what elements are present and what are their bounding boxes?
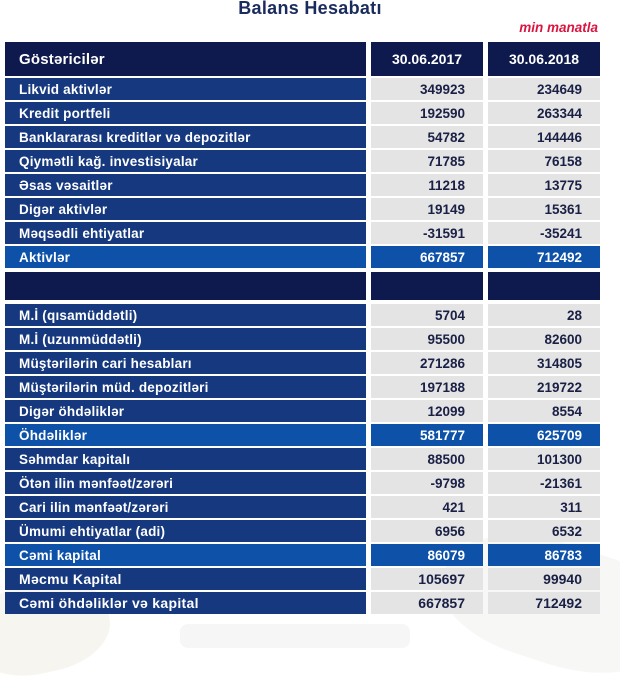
table-row: Likvid aktivlər 349923 234649 [5, 78, 600, 100]
row-value-2017: 86079 [371, 544, 483, 566]
row-label: Aktivlər [5, 246, 366, 268]
row-value-2017: 271286 [371, 352, 483, 374]
table-body: Likvid aktivlər 349923 234649 Kredit portfe… [5, 78, 600, 614]
row-value-2018: 311 [488, 496, 600, 518]
row-value-2017: 54782 [371, 126, 483, 148]
table-row: Banklararası kreditlər və depozitlər 5478… [5, 126, 600, 148]
table-row: M.İ (qısamüddətli) 5704 28 [5, 304, 600, 326]
row-value-2018: 101300 [488, 448, 600, 470]
row-label: Ötən ilin mənfəət/zərəri [5, 472, 366, 494]
row-label: Digər aktivlər [5, 198, 366, 220]
table-header-row: Göstəricilər 30.06.2017 30.06.2018 [5, 42, 600, 76]
row-value-2018: 712492 [488, 592, 600, 614]
row-label: Banklararası kreditlər və depozitlər [5, 126, 366, 148]
table-row: Cəmi kapital 86079 86783 [5, 544, 600, 566]
table-row: Cari ilin mənfəət/zərəri 421 311 [5, 496, 600, 518]
row-value-2017: 5704 [371, 304, 483, 326]
header-date-2018: 30.06.2018 [488, 42, 600, 76]
row-value-2017: 197188 [371, 376, 483, 398]
row-value-2017: 105697 [371, 568, 483, 590]
row-value-2017: 95500 [371, 328, 483, 350]
table-row: Digər aktivlər 19149 15361 [5, 198, 600, 220]
row-label: Məqsədli ehtiyatlar [5, 222, 366, 244]
row-value-2017: 88500 [371, 448, 483, 470]
row-value-2017: 667857 [371, 246, 483, 268]
row-value-2017: 421 [371, 496, 483, 518]
row-value-2018: 144446 [488, 126, 600, 148]
row-value-2017: 12099 [371, 400, 483, 422]
table-row: M.İ (uzunmüddətli) 95500 82600 [5, 328, 600, 350]
table-row: Müştərilərin cari hesabları 271286 314805 [5, 352, 600, 374]
row-value-2018: 8554 [488, 400, 600, 422]
row-value-2017: 71785 [371, 150, 483, 172]
row-label: Cari ilin mənfəət/zərəri [5, 496, 366, 518]
row-value-2017: 6956 [371, 520, 483, 542]
row-value-2018: 263344 [488, 102, 600, 124]
table-row: Ötən ilin mənfəət/zərəri -9798 -21361 [5, 472, 600, 494]
row-value-2018: 234649 [488, 78, 600, 100]
row-label: M.İ (qısamüddətli) [5, 304, 366, 326]
separator-row [5, 272, 600, 300]
row-value-2018: 99940 [488, 568, 600, 590]
row-label [5, 272, 366, 300]
table-row: Cəmi öhdəliklər və kapital 667857 712492 [5, 592, 600, 614]
row-value-2018: 6532 [488, 520, 600, 542]
row-value-2018: 28 [488, 304, 600, 326]
row-value-2017: -9798 [371, 472, 483, 494]
row-label: Likvid aktivlər [5, 78, 366, 100]
row-label: Məcmu Kapital [5, 568, 366, 590]
row-label: Öhdəliklər [5, 424, 366, 446]
row-value-2017 [371, 272, 483, 300]
table-row: Müştərilərin müd. depozitləri 197188 21972… [5, 376, 600, 398]
row-label: Cəmi kapital [5, 544, 366, 566]
row-label: Əsas vəsaitlər [5, 174, 366, 196]
header-date-2017: 30.06.2017 [371, 42, 483, 76]
table-row: Məcmu Kapital 105697 99940 [5, 568, 600, 590]
row-value-2018: 219722 [488, 376, 600, 398]
row-label: Qiymətli kağ. investisiyalar [5, 150, 366, 172]
row-value-2017: 19149 [371, 198, 483, 220]
row-label: Səhmdar kapitalı [5, 448, 366, 470]
row-value-2018: 712492 [488, 246, 600, 268]
table-row: Aktivlər 667857 712492 [5, 246, 600, 268]
row-value-2018: -35241 [488, 222, 600, 244]
row-value-2018 [488, 272, 600, 300]
table-row: Öhdəliklər 581777 625709 [5, 424, 600, 446]
row-value-2017: 667857 [371, 592, 483, 614]
row-label: Cəmi öhdəliklər və kapital [5, 592, 366, 614]
row-label: Müştərilərin müd. depozitləri [5, 376, 366, 398]
row-value-2018: 13775 [488, 174, 600, 196]
row-label: Digər öhdəliklər [5, 400, 366, 422]
row-label: Kredit portfeli [5, 102, 366, 124]
table-row: Kredit portfeli 192590 263344 [5, 102, 600, 124]
row-value-2017: 349923 [371, 78, 483, 100]
row-value-2018: 76158 [488, 150, 600, 172]
table-row: Ümumi ehtiyatlar (adi) 6956 6532 [5, 520, 600, 542]
header-indicators-label: Göstəricilər [5, 42, 366, 76]
row-label: Ümumi ehtiyatlar (adi) [5, 520, 366, 542]
balance-sheet-table: Göstəricilər 30.06.2017 30.06.2018 Likvi… [5, 42, 600, 614]
row-label: M.İ (uzunmüddətli) [5, 328, 366, 350]
page-title: Balans Hesabatı [238, 0, 382, 18]
row-value-2017: 581777 [371, 424, 483, 446]
table-row: Məqsədli ehtiyatlar -31591 -35241 [5, 222, 600, 244]
row-value-2018: -21361 [488, 472, 600, 494]
table-row: Əsas vəsaitlər 11218 13775 [5, 174, 600, 196]
watermark-shape [180, 624, 410, 648]
table-row: Qiymətli kağ. investisiyalar 71785 76158 [5, 150, 600, 172]
table-row: Səhmdar kapitalı 88500 101300 [5, 448, 600, 470]
row-value-2018: 314805 [488, 352, 600, 374]
row-value-2017: 192590 [371, 102, 483, 124]
row-value-2018: 15361 [488, 198, 600, 220]
row-value-2018: 82600 [488, 328, 600, 350]
row-label: Müştərilərin cari hesabları [5, 352, 366, 374]
table-row: Digər öhdəliklər 12099 8554 [5, 400, 600, 422]
row-value-2017: 11218 [371, 174, 483, 196]
row-value-2017: -31591 [371, 222, 483, 244]
row-value-2018: 86783 [488, 544, 600, 566]
unit-note: min manatla [519, 20, 598, 35]
row-value-2018: 625709 [488, 424, 600, 446]
